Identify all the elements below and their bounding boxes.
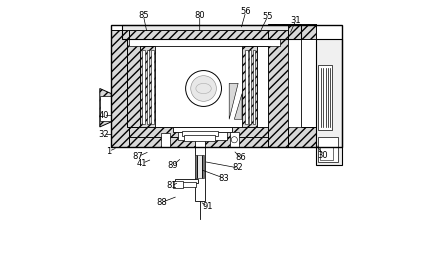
Polygon shape <box>288 24 316 147</box>
Bar <box>184 135 215 141</box>
Text: 55: 55 <box>262 12 273 21</box>
Text: 82: 82 <box>233 163 244 172</box>
Bar <box>257 46 268 127</box>
Bar <box>173 181 183 189</box>
Bar <box>253 50 255 124</box>
Text: 56: 56 <box>241 7 251 16</box>
Bar <box>242 46 257 127</box>
Bar <box>230 132 239 147</box>
Text: 88: 88 <box>156 198 167 207</box>
Bar <box>161 133 170 147</box>
Bar <box>319 137 338 162</box>
Text: 32: 32 <box>98 130 109 139</box>
Bar <box>147 50 149 124</box>
Bar <box>178 132 227 140</box>
Bar <box>316 39 342 165</box>
Text: 86: 86 <box>235 153 246 162</box>
Text: 89: 89 <box>167 161 178 170</box>
Bar <box>301 24 316 39</box>
Bar <box>111 25 342 147</box>
Bar <box>173 127 232 132</box>
Polygon shape <box>121 127 288 137</box>
Text: 41: 41 <box>137 159 148 168</box>
Text: 40: 40 <box>98 111 109 120</box>
Text: 85: 85 <box>138 11 149 20</box>
Text: 83: 83 <box>219 174 229 183</box>
Text: 31: 31 <box>291 16 301 25</box>
Polygon shape <box>121 30 288 39</box>
Polygon shape <box>229 83 238 119</box>
Bar <box>121 25 301 39</box>
Bar <box>245 50 248 124</box>
Bar <box>121 25 288 30</box>
Bar <box>319 66 332 130</box>
Bar <box>288 39 301 127</box>
Bar <box>195 155 204 178</box>
Text: 87: 87 <box>133 152 144 161</box>
Bar <box>249 50 252 124</box>
Bar <box>140 46 155 127</box>
Bar <box>111 30 129 147</box>
Bar <box>129 39 280 46</box>
Bar <box>127 39 140 127</box>
Text: 81: 81 <box>166 181 177 190</box>
Text: 91: 91 <box>202 202 213 211</box>
Bar <box>121 137 288 147</box>
Polygon shape <box>234 94 242 119</box>
Bar <box>140 46 268 127</box>
Bar <box>194 132 205 201</box>
Circle shape <box>231 137 237 143</box>
Polygon shape <box>100 89 111 127</box>
Bar <box>152 50 154 124</box>
Text: 30: 30 <box>317 151 328 160</box>
Bar <box>320 147 333 160</box>
Text: 1: 1 <box>106 147 111 156</box>
Bar <box>268 24 288 147</box>
Bar <box>100 96 111 120</box>
Circle shape <box>191 76 216 101</box>
Bar <box>182 131 218 136</box>
Bar <box>142 50 144 124</box>
Bar <box>175 179 198 183</box>
Bar <box>177 182 196 187</box>
Circle shape <box>186 70 222 106</box>
Text: 80: 80 <box>194 11 205 20</box>
